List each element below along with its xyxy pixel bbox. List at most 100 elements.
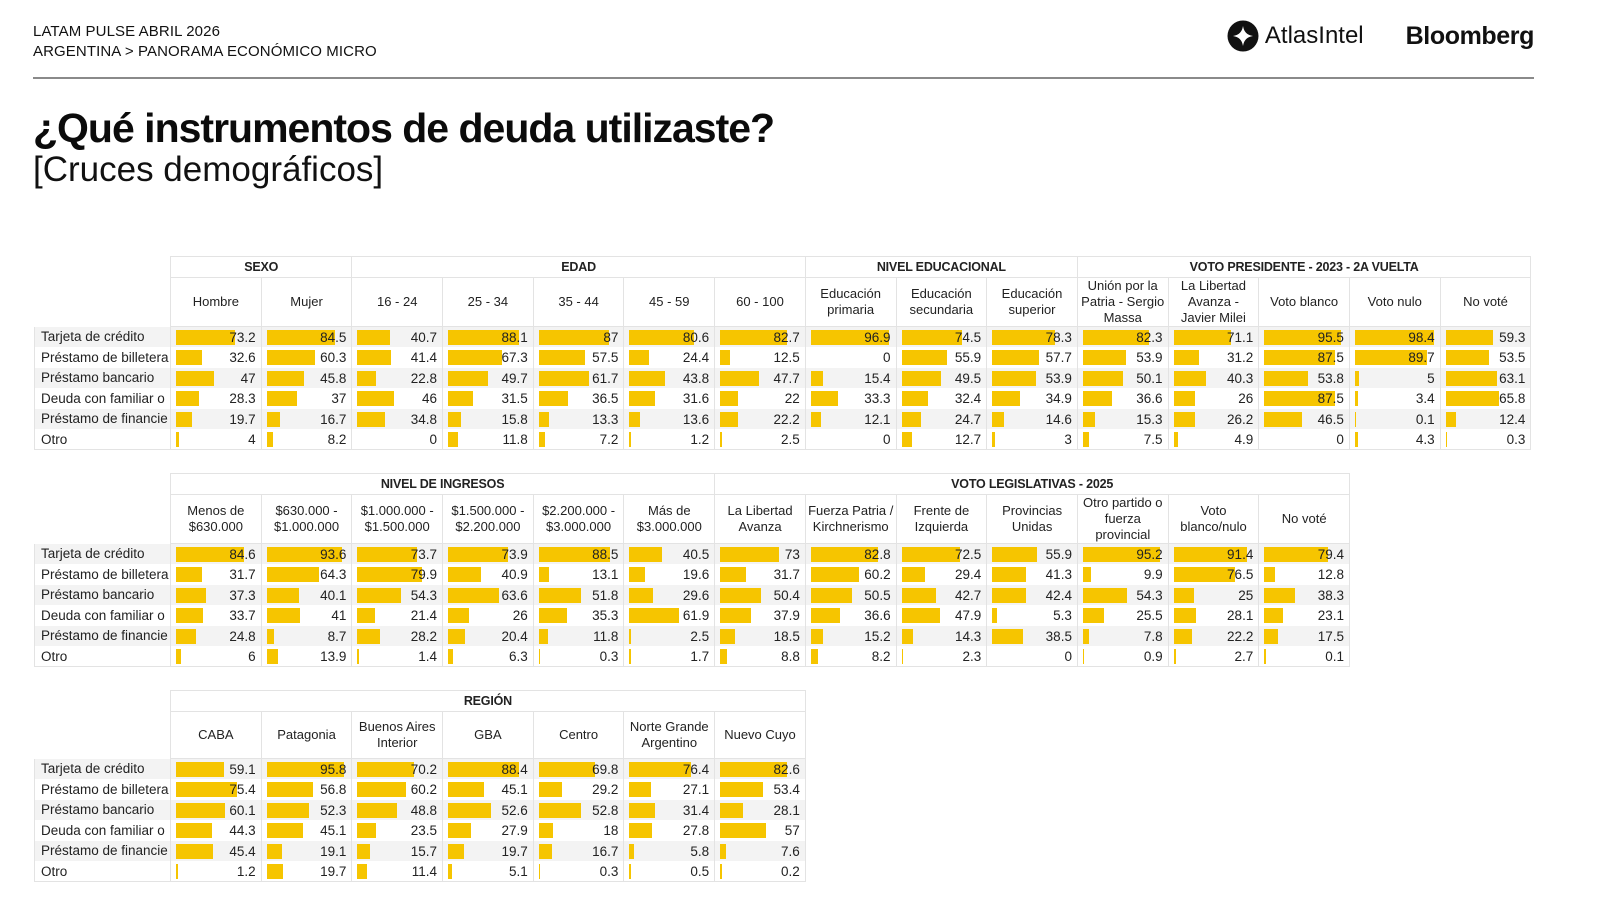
value-label: 36.6: [864, 608, 891, 624]
value-label: 14.3: [954, 628, 982, 644]
value-label: 0.9: [1143, 648, 1163, 664]
value-label: 50.5: [864, 587, 891, 603]
value-label: 12.7: [954, 431, 982, 447]
data-cell: 19.6: [623, 564, 716, 585]
data-cell: 28.2: [351, 625, 444, 646]
value-label: 22.8: [410, 370, 438, 386]
value-label: 95.2: [1136, 547, 1163, 562]
value-label: 47.7: [773, 370, 800, 386]
value-label: 34.9: [1045, 391, 1072, 407]
data-cell: 46: [351, 388, 444, 409]
value-label: 31.7: [229, 567, 256, 583]
column-header: Norte Grande Argentino: [623, 711, 716, 759]
value-label: 11.8: [502, 431, 528, 447]
value-label: 87: [603, 330, 619, 345]
value-bar: [448, 411, 461, 427]
value-label: 0: [882, 350, 891, 366]
data-cell: 32.6: [170, 347, 262, 368]
data-cell: 34.9: [986, 388, 1078, 409]
value-label: 5: [1427, 370, 1435, 386]
value-bar: [720, 762, 787, 777]
value-label: 75.4: [229, 782, 256, 798]
data-cell: 87.5: [1258, 388, 1350, 409]
table-row: Otro 1.2 19.7 11.4 5.1 0.3 0.5 0.2: [34, 860, 806, 883]
report-kicker: LATAM PULSE ABRIL 2026 ARGENTINA > PANOR…: [33, 22, 377, 62]
value-label: 16.7: [592, 843, 619, 859]
value-label: 41: [331, 608, 347, 624]
value-bar: [1445, 370, 1497, 386]
value-label: 33.3: [864, 391, 891, 407]
data-cell: 71.1: [1167, 326, 1260, 348]
value-bar: [1173, 567, 1236, 583]
value-label: 47: [240, 370, 256, 386]
value-bar: [629, 370, 665, 386]
value-label: 53.8: [1317, 370, 1344, 386]
data-cell: 19.7: [442, 840, 534, 861]
value-label: 7.6: [781, 843, 800, 859]
corner-blank: [35, 712, 171, 759]
column-header: Educación secundaria: [895, 277, 988, 327]
column-header: 35 - 44: [532, 277, 625, 327]
data-cell: 82.3: [1076, 326, 1169, 348]
data-cell: 73: [714, 543, 806, 565]
value-label: 23.5: [410, 823, 438, 839]
value-bar: [1173, 370, 1207, 386]
value-bar: [357, 350, 391, 366]
data-cell: 18.5: [714, 625, 806, 646]
value-bar: [810, 587, 852, 603]
value-bar: [1173, 350, 1199, 366]
data-cell: 79.9: [351, 564, 444, 585]
value-label: 41.3: [1045, 567, 1072, 583]
data-cell: 65.8: [1439, 388, 1532, 409]
value-label: 19.7: [229, 411, 256, 427]
value-label: 42.4: [1045, 587, 1072, 603]
data-cell: 0.9: [1076, 645, 1169, 668]
value-bar: [538, 823, 554, 839]
value-label: 32.4: [954, 391, 982, 407]
data-cell: 53.9: [1076, 347, 1169, 368]
data-cell: 89.7: [1348, 347, 1441, 368]
data-cell: 57: [714, 820, 806, 841]
data-cell: 0: [1258, 428, 1350, 451]
data-cell: 82.7: [714, 326, 806, 348]
value-bar: [1264, 350, 1335, 366]
data-cell: 0.5: [623, 860, 716, 883]
data-cell: 8.2: [804, 645, 897, 668]
value-bar: [538, 587, 581, 603]
value-bar: [1264, 567, 1275, 583]
value-bar: [1173, 587, 1194, 603]
data-cell: 29.4: [895, 564, 988, 585]
value-label: 22.2: [1227, 628, 1254, 644]
value-bar: [1264, 628, 1279, 644]
value-label: 79.4: [1317, 547, 1345, 562]
value-bar: [357, 547, 417, 562]
data-cell: 18: [532, 820, 625, 841]
value-label: 65.8: [1499, 391, 1526, 407]
data-cell: 82.6: [714, 758, 806, 780]
value-bar: [357, 762, 415, 777]
value-label: 2.5: [781, 431, 800, 447]
row-label: Préstamo de billetera: [34, 779, 171, 800]
data-cell: 48.8: [351, 799, 444, 821]
data-cell: 36.5: [532, 388, 625, 409]
value-bar: [176, 782, 237, 798]
table-row: Préstamo de billetera 75.4 56.8 60.2 45.1 29.…: [34, 779, 806, 800]
data-cell: 57.7: [986, 347, 1078, 368]
table-row: Tarjeta de crédito 59.1 95.8 70.2 88.4 69.8 76…: [34, 758, 806, 780]
value-bar: [1173, 330, 1231, 345]
data-cell: 36.6: [804, 605, 897, 626]
row-label: Otro: [34, 428, 171, 451]
data-cell: 59.1: [170, 758, 262, 780]
value-label: 3: [1064, 431, 1072, 447]
column-header: $2.200.000 - $3.000.000: [532, 494, 625, 544]
value-label: 19.7: [320, 863, 347, 879]
value-bar: [266, 587, 300, 603]
table-row: Otro 6 13.9 1.4 6.3 0.3 1.7 8.8 8.2 2.3 0 0.9 2.7 0.1: [34, 645, 1351, 668]
value-bar: [266, 370, 304, 386]
data-cell: 15.3: [1076, 408, 1169, 429]
value-bar: [538, 863, 541, 879]
value-label: 45.1: [320, 823, 347, 839]
value-label: 73.9: [501, 547, 528, 562]
data-cell: 75.4: [170, 779, 262, 800]
value-label: 37.9: [773, 608, 800, 624]
